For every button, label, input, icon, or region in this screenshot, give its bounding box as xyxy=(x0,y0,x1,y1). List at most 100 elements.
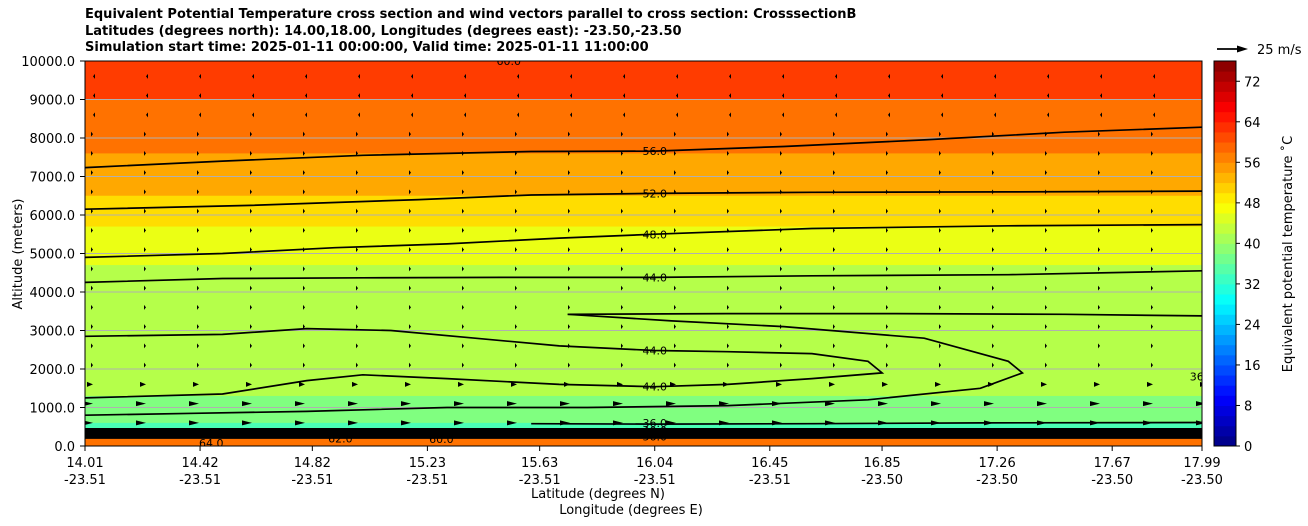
wind-vector xyxy=(197,189,199,195)
temperature-band xyxy=(85,395,1202,424)
wind-vector xyxy=(303,285,305,291)
wind-vector xyxy=(886,227,888,233)
wind-vector xyxy=(568,362,570,368)
wind-vector xyxy=(621,170,623,176)
wind-vector xyxy=(1037,401,1047,407)
wind-vector xyxy=(411,93,413,99)
wind-vector xyxy=(1045,266,1047,272)
temperature-band xyxy=(85,195,1202,228)
wind-vector xyxy=(729,93,731,99)
wind-vector xyxy=(197,208,199,214)
colorbar-segment xyxy=(1214,162,1236,173)
wind-vector xyxy=(935,381,941,387)
wind-vector xyxy=(941,93,943,99)
wind-vector xyxy=(621,362,623,368)
wind-vector xyxy=(674,324,676,330)
wind-vector xyxy=(621,208,623,214)
wind-vector xyxy=(1098,170,1100,176)
wind-vector xyxy=(515,285,517,291)
contour-label: 48.0 xyxy=(642,228,667,241)
wind-vector xyxy=(356,304,358,310)
colorbar-segment xyxy=(1214,294,1236,305)
wind-vector xyxy=(570,73,572,79)
wind-vector xyxy=(1047,112,1049,118)
wind-vector xyxy=(1100,93,1102,99)
wind-vector xyxy=(727,285,729,291)
x-tick-label-lon: -23.51 xyxy=(291,473,333,488)
wind-vector xyxy=(1206,74,1208,79)
colorbar-segment xyxy=(1214,263,1236,275)
wind-vector xyxy=(1204,132,1206,137)
wind-vector xyxy=(303,170,305,176)
colorbar-segment xyxy=(1214,192,1236,204)
wind-vector xyxy=(401,420,411,426)
wind-vector xyxy=(621,227,623,233)
colorbar-segment xyxy=(1214,395,1236,406)
wind-vector xyxy=(1045,285,1047,291)
colorbar-segment xyxy=(1214,172,1236,184)
colorbar-segment xyxy=(1214,111,1236,123)
quiver-key: 25 m/s xyxy=(1217,43,1302,58)
wind-vector xyxy=(621,131,623,137)
wind-vector xyxy=(674,285,676,291)
contour-line xyxy=(85,223,1202,259)
wind-vector xyxy=(833,150,835,156)
wind-vector xyxy=(348,401,358,407)
wind-vector xyxy=(1151,227,1153,233)
wind-vector xyxy=(462,170,464,176)
x-tick-label-lon: -23.50 xyxy=(976,473,1018,488)
colorbar-segment xyxy=(1214,91,1236,103)
wind-vector xyxy=(409,362,411,368)
wind-vector xyxy=(992,150,994,156)
x-tick-label-lat: 15.23 xyxy=(409,456,446,471)
colorbar-segment xyxy=(1214,354,1236,366)
wind-vector xyxy=(939,227,941,233)
wind-vector xyxy=(462,189,464,195)
wind-vector xyxy=(1098,131,1100,137)
wind-vector xyxy=(568,208,570,214)
wind-vector xyxy=(568,189,570,195)
contour-label: 44.0 xyxy=(642,271,667,284)
wind-vector xyxy=(727,208,729,214)
wind-vector xyxy=(1098,304,1100,310)
wind-vector xyxy=(144,285,146,291)
contour-label: 36.0 xyxy=(642,417,667,430)
wind-vector xyxy=(833,304,835,310)
wind-vector xyxy=(568,266,570,272)
x-tick-label-lat: 17.99 xyxy=(1183,456,1220,471)
y-axis-label: Altitude (meters) xyxy=(11,199,26,310)
wind-vector xyxy=(1098,208,1100,214)
wind-vector xyxy=(409,266,411,272)
x-tick-label-lon: -23.50 xyxy=(1091,473,1133,488)
wind-vector xyxy=(197,247,199,253)
wind-vector xyxy=(409,304,411,310)
colorbar-tick-label: 56 xyxy=(1244,156,1261,171)
wind-vector xyxy=(358,73,360,79)
wind-vector xyxy=(727,131,729,137)
wind-vector xyxy=(356,324,358,330)
wind-vector xyxy=(560,401,570,407)
y-tick-label: 5000.0 xyxy=(30,248,76,263)
colorbar-segment xyxy=(1214,304,1236,315)
wind-vector xyxy=(91,304,93,310)
x-tick-label-lat: 16.45 xyxy=(751,456,788,471)
wind-vector xyxy=(882,381,888,387)
wind-vector xyxy=(888,73,890,79)
colorbar: 0 8 16 24 32 40 48 56 64 72 xyxy=(1214,61,1261,455)
wind-vector xyxy=(568,324,570,330)
wind-vector xyxy=(992,362,994,368)
wind-vector xyxy=(621,304,623,310)
colorbar-segment xyxy=(1214,101,1236,113)
wind-vector xyxy=(1147,381,1153,387)
wind-vector xyxy=(515,362,517,368)
wind-vector xyxy=(888,112,890,118)
wind-vector xyxy=(515,247,517,253)
colorbar-tick-label: 16 xyxy=(1244,359,1261,374)
wind-vector xyxy=(939,362,941,368)
wind-vector xyxy=(984,401,994,407)
wind-vector xyxy=(409,247,411,253)
wind-vector xyxy=(780,304,782,310)
chart-title: Equivalent Potential Temperature cross s… xyxy=(85,7,856,57)
wind-vector xyxy=(939,150,941,156)
wind-vector xyxy=(197,266,199,272)
